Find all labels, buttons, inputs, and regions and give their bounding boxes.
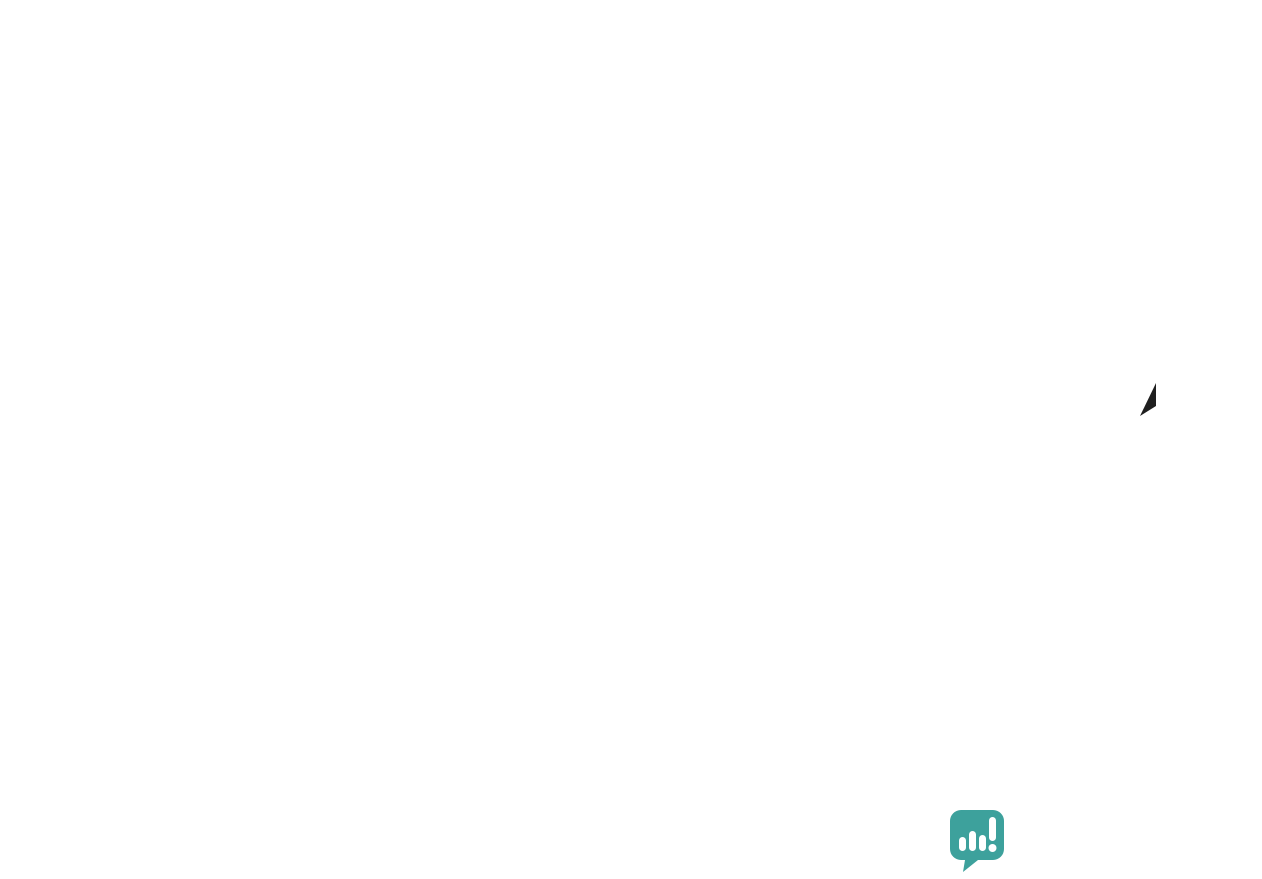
value-callout-pointer-icon (1136, 382, 1158, 421)
newsworthy-logo (948, 804, 1260, 874)
speech-bubble-bar-chart-icon (950, 810, 1004, 872)
